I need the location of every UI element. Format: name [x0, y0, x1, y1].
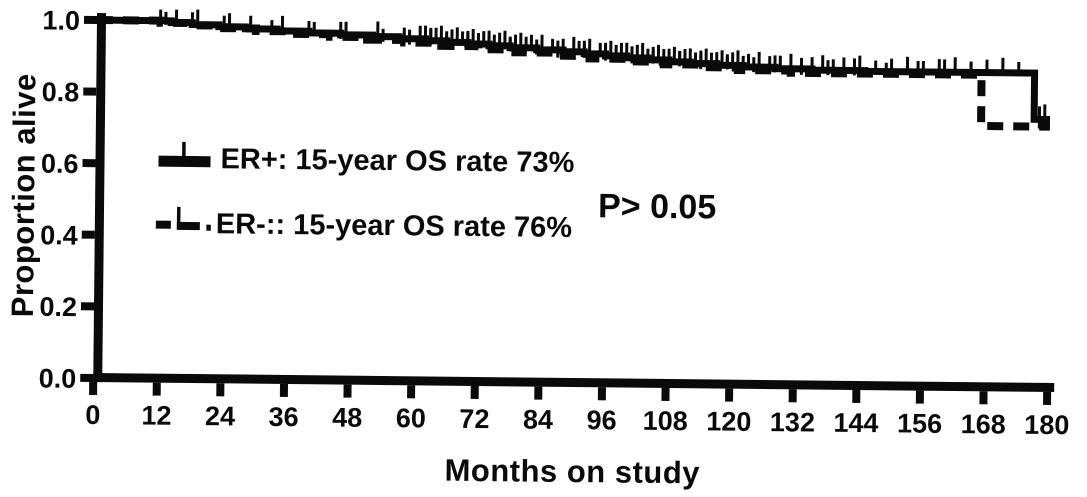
x-axis-tick [852, 389, 861, 404]
x-axis-tick-label: 120 [706, 406, 751, 436]
x-axis-tick-label: 60 [396, 403, 426, 433]
y-axis-tick [80, 373, 94, 382]
legend-dash-sample [176, 221, 200, 231]
y-axis-tick [83, 87, 97, 96]
x-axis-tick-label: 132 [770, 407, 815, 437]
x-axis-line [93, 372, 1055, 393]
survival-curves [96, 9, 1051, 131]
x-axis-tick [152, 382, 161, 396]
legend-item-er-positive: ER+: 15-year OS rate 73% [158, 141, 575, 179]
y-axis-tick [81, 230, 95, 239]
x-axis-tick [788, 389, 797, 403]
x-axis-tick [979, 391, 988, 405]
x-axis-tick [1043, 391, 1052, 406]
x-axis-tick-label: 48 [332, 402, 362, 432]
x-axis-tick-label: 144 [833, 408, 878, 438]
legend-dash-dot [206, 224, 211, 231]
legend-item-er-negative: ER-:: 15-year OS rate 76% [155, 206, 573, 244]
p-value-annotation: P> 0.05 [598, 187, 717, 226]
axes [93, 13, 1055, 393]
x-axis-tick [661, 387, 670, 402]
y-axis-tick [83, 15, 98, 24]
y-axis-tick-label: 0.4 [40, 220, 78, 250]
x-axis-tick-label: 96 [586, 405, 616, 435]
y-axis-tick [80, 302, 95, 311]
x-axis-tick [279, 383, 288, 398]
legend-censor-tick-icon [182, 141, 186, 157]
x-axis-tick [470, 385, 479, 400]
y-axis-tick-label: 0.0 [39, 363, 77, 393]
x-axis-tick-label: 156 [897, 408, 942, 438]
legend-label-er-positive: ER+: 15-year OS rate 73% [220, 143, 574, 179]
x-axis-tick-label: 180 [1024, 410, 1069, 440]
axis-ticks: 0 12 24 36 48 60 72 84 96 108 120 132 144 156 168 180 0.… [39, 5, 1070, 440]
x-axis-tick-label: 84 [523, 404, 553, 434]
legend-label-er-negative: ER-:: 15-year OS rate 76% [216, 208, 573, 244]
survival-curve-er-negative [96, 16, 1050, 131]
y-axis-line [93, 13, 107, 383]
y-axis-tick-label: 0.8 [42, 77, 80, 107]
y-axis-tick-label: 0.6 [41, 149, 79, 179]
x-axis-tick-label: 168 [961, 409, 1006, 439]
legend: ER+: 15-year OS rate 73% ER-:: 15-year O… [155, 141, 575, 244]
x-axis-tick-label: 36 [268, 402, 298, 432]
x-axis-tick-label: 12 [141, 400, 171, 430]
x-axis-title: Months on study [444, 453, 700, 491]
x-axis-tick [725, 388, 734, 402]
x-axis-tick-label: 108 [643, 406, 688, 436]
y-axis-tick-label: 1.0 [42, 5, 80, 35]
legend-dash-sample [155, 220, 171, 229]
x-axis-tick [89, 381, 98, 396]
x-axis-tick-label: 0 [85, 400, 100, 430]
x-axis-tick-label: 24 [205, 401, 235, 431]
legend-solid-line-sample [158, 155, 211, 168]
plot-area: 0 12 24 36 48 60 72 84 96 108 120 132 144 156 168 180 0.… [5, 5, 1070, 491]
y-axis-tick-label: 0.2 [39, 292, 77, 322]
y-axis-tick [82, 159, 96, 168]
x-axis-tick [534, 386, 543, 400]
x-axis-tick-label: 72 [459, 404, 489, 434]
x-axis-tick [216, 383, 225, 397]
x-axis-tick [597, 387, 606, 401]
x-axis-tick [407, 385, 416, 399]
x-axis-tick [343, 384, 352, 398]
x-axis-tick [915, 390, 924, 404]
y-axis-title: Proportion alive [5, 73, 43, 317]
